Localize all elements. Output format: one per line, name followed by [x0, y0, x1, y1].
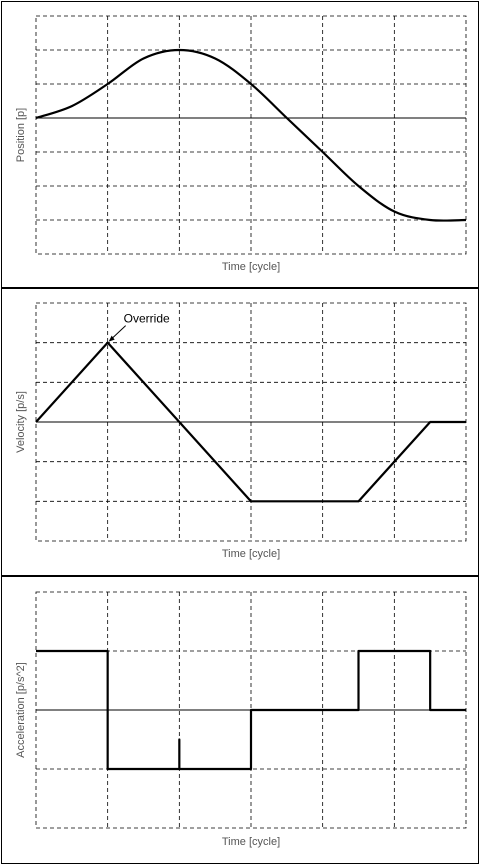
position-x-axis-label: Time [cycle] [222, 261, 280, 273]
velocity-y-axis-label: Velocity [p/s] [15, 391, 27, 453]
position-y-axis-label: Position [p] [15, 108, 27, 162]
velocity-chart-panel: Time [cycle] Velocity [p/s] Override [1, 288, 479, 576]
acceleration-y-axis-label: Acceleration [p/s^2] [15, 662, 27, 758]
velocity-chart: Time [cycle] Velocity [p/s] Override [15, 302, 467, 560]
position-plot-frame [35, 15, 467, 255]
position-series-line [35, 48, 467, 222]
velocity-series-line [35, 341, 466, 503]
position-chart-panel: Time [cycle] Position [p] [1, 1, 479, 288]
acceleration-x-axis-label: Time [cycle] [222, 836, 280, 848]
acceleration-chart: Time [cycle] Acceleration [p/s^2] [15, 591, 467, 848]
velocity-annotation-text: Override [124, 312, 170, 326]
velocity-annotation-arrowhead [108, 335, 115, 342]
velocity-x-axis-label: Time [cycle] [222, 548, 280, 560]
acceleration-chart-panel: Time [cycle] Acceleration [p/s^2] [1, 576, 479, 864]
acceleration-series-line [36, 649, 466, 771]
position-chart: Time [cycle] Position [p] [15, 15, 467, 273]
